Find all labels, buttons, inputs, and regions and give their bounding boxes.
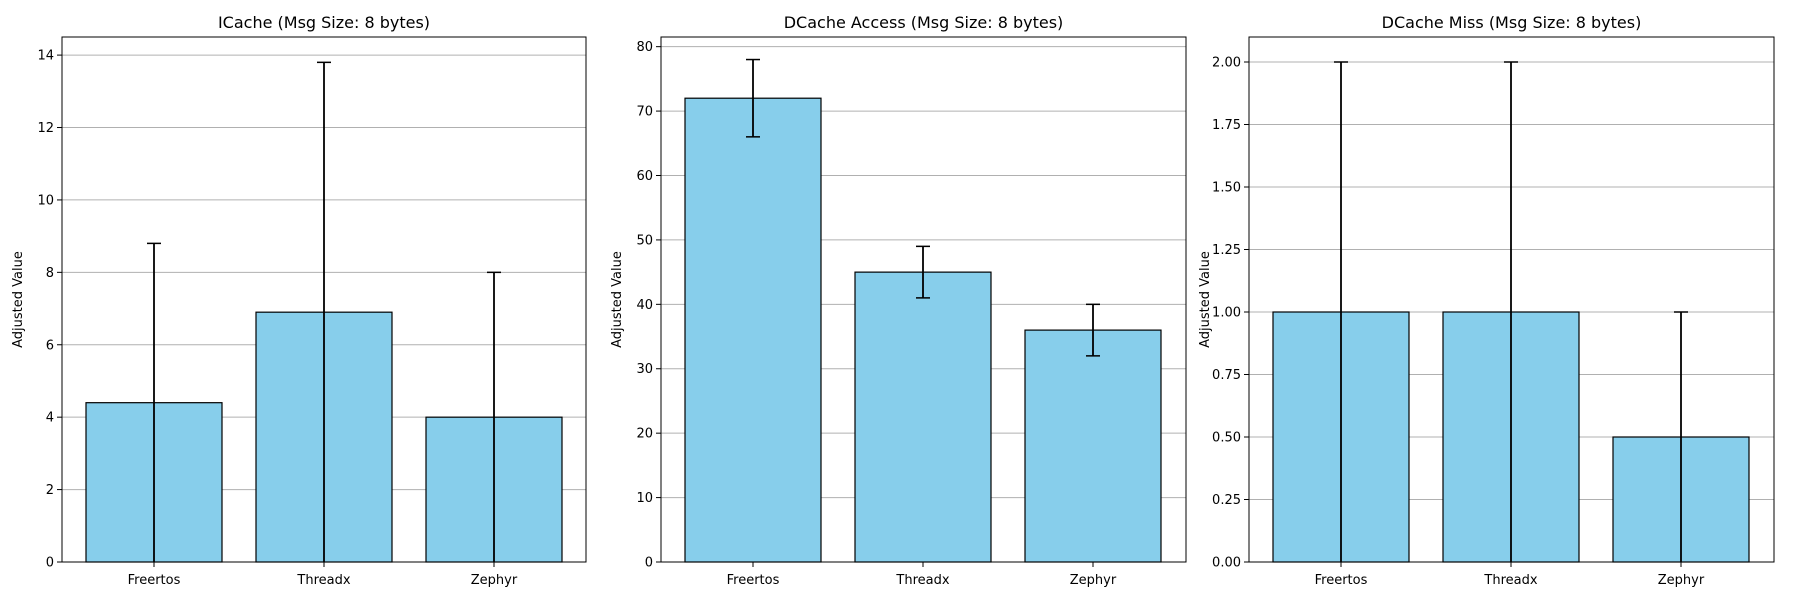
chart-panel-0: 0 2 4 6 8 10 12 14 Freertos Threadx Zephyr ICache (… (11, 13, 587, 588)
bar-zephyr (1024, 329, 1162, 563)
bar-freertos (684, 97, 822, 563)
y-tick-label: 2.00 (1212, 56, 1241, 71)
bar-threadx (854, 271, 992, 563)
y-tick-label: 0 (46, 556, 54, 571)
y-axis-label: Adjusted Value (11, 251, 26, 348)
y-tick-label: 0.25 (1212, 493, 1241, 508)
y-tick-label: 1.00 (1212, 306, 1241, 321)
y-axis-label: Adjusted Value (610, 251, 625, 348)
y-tick-label: 20 (636, 427, 653, 442)
error-bar-freertos (746, 58, 760, 138)
error-bar-zephyr (1086, 303, 1100, 357)
y-tick-label: 10 (37, 193, 54, 208)
error-bar-freertos (1334, 61, 1348, 562)
x-tick-label-zephyr: Zephyr (1658, 573, 1705, 588)
y-tick-label: 6 (46, 338, 54, 353)
x-tick-label-threadx: Threadx (296, 573, 350, 588)
y-tick-label: 14 (37, 49, 54, 64)
error-bar-freertos (147, 242, 161, 562)
y-tick-label: 1.25 (1212, 243, 1241, 258)
y-axis-label: Adjusted Value (1198, 251, 1213, 348)
x-tick-label-freertos: Freertos (128, 573, 181, 588)
x-tick-label-freertos: Freertos (1315, 573, 1368, 588)
y-tick-label: 10 (636, 491, 653, 506)
y-tick-label: 2 (46, 483, 54, 498)
error-bar-threadx (317, 61, 331, 562)
y-tick-label: 50 (636, 233, 653, 248)
chart-panel-2: 0.00 0.25 0.50 0.75 1.00 1.25 1.50 1.75 2.00 Free… (1198, 13, 1775, 588)
y-tick-label: 70 (636, 105, 653, 120)
y-tick-label: 0.00 (1212, 556, 1241, 571)
error-bar-zephyr (1674, 311, 1688, 562)
y-tick-label: 40 (636, 298, 653, 313)
error-bar-threadx (916, 245, 930, 299)
y-tick-label: 60 (636, 169, 653, 184)
y-tick-label: 4 (46, 411, 54, 426)
chart-title: DCache Access (Msg Size: 8 bytes) (784, 13, 1064, 32)
y-tick-label: 0.75 (1212, 368, 1241, 383)
error-bar-threadx (1504, 61, 1518, 562)
x-tick-label-zephyr: Zephyr (1070, 573, 1117, 588)
y-tick-label: 12 (37, 121, 54, 136)
error-bar-zephyr (487, 271, 501, 562)
y-tick-label: 1.50 (1212, 181, 1241, 196)
y-tick-label: 0.50 (1212, 431, 1241, 446)
x-tick-label-threadx: Threadx (895, 573, 949, 588)
x-tick-label-zephyr: Zephyr (471, 573, 518, 588)
y-tick-label: 1.75 (1212, 118, 1241, 133)
chart-panel-1: 0 10 20 30 40 50 60 70 80 Freertos Threadx Zephyr DC… (610, 13, 1187, 588)
x-tick-label-freertos: Freertos (727, 573, 780, 588)
y-tick-label: 80 (636, 40, 653, 55)
y-tick-label: 8 (46, 266, 54, 281)
y-tick-label: 30 (636, 362, 653, 377)
chart-title: DCache Miss (Msg Size: 8 bytes) (1382, 13, 1642, 32)
y-tick-label: 0 (645, 556, 653, 571)
chart-title: ICache (Msg Size: 8 bytes) (218, 13, 430, 32)
x-tick-label-threadx: Threadx (1483, 573, 1537, 588)
